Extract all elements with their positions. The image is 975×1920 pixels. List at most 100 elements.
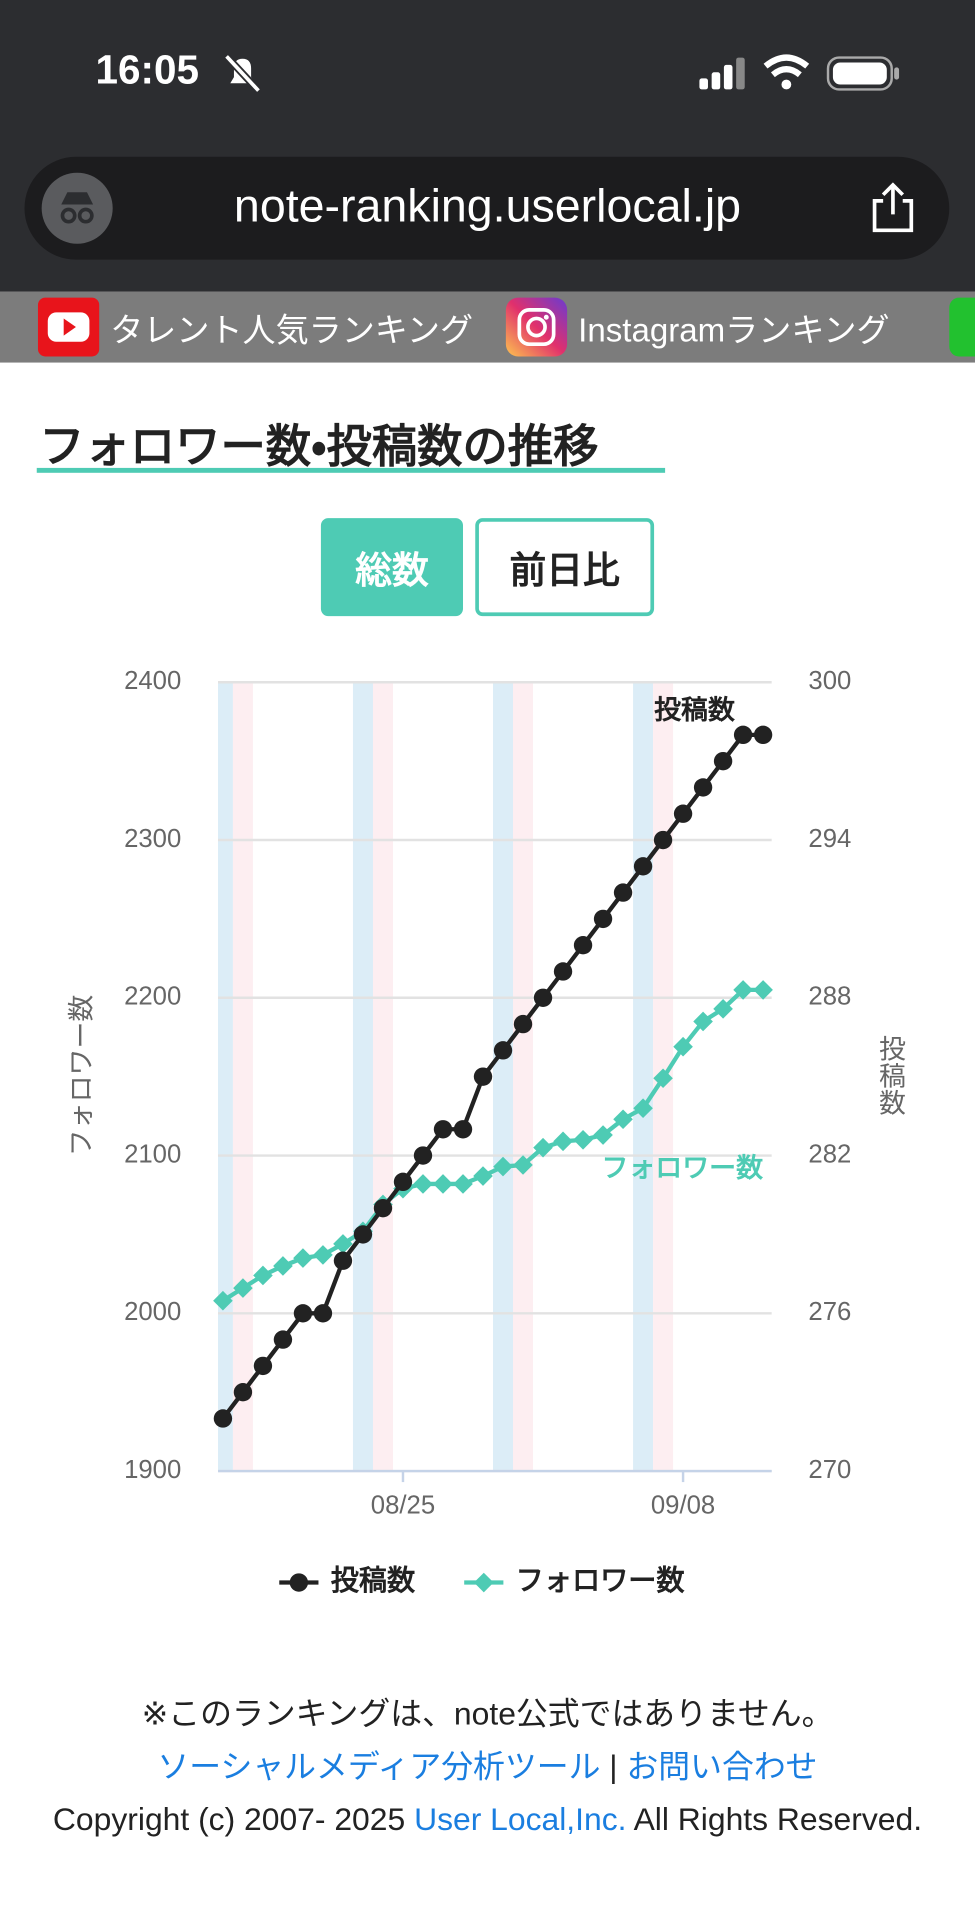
y-axis-label: フォロワー数: [66, 995, 96, 1157]
data-point: [673, 804, 693, 823]
rights-text: All Rights Reserved.: [633, 1800, 923, 1838]
data-point: [213, 1409, 233, 1428]
data-point: [433, 1120, 453, 1139]
data-point: [573, 936, 593, 955]
data-point: [233, 1383, 253, 1402]
y-tick-label: 2300: [124, 825, 181, 853]
data-point: [213, 1290, 233, 1311]
data-point: [513, 1014, 533, 1034]
total-button[interactable]: 総数: [320, 518, 464, 617]
data-point: [733, 725, 753, 745]
y-tick-label: 2100: [124, 1140, 181, 1168]
data-point: [533, 1137, 553, 1158]
y2-tick-label: 270: [808, 1456, 851, 1484]
data-point: [453, 1120, 473, 1139]
title-underline: [36, 467, 666, 473]
y2-tick-label: 282: [808, 1140, 851, 1168]
data-point: [513, 1155, 533, 1175]
weekend-band: [218, 682, 233, 1472]
y-tick-label: 1900: [124, 1456, 181, 1484]
tab-link[interactable]: Instagramランキング: [578, 312, 890, 350]
data-point: [573, 1129, 593, 1150]
data-point: [653, 830, 673, 850]
url-text[interactable]: note-ranking.userlocal.jp: [233, 181, 742, 233]
data-point: [413, 1146, 433, 1165]
series-annotation: フォロワー数: [601, 1153, 763, 1183]
company-link[interactable]: User Local,Inc.: [414, 1800, 627, 1838]
data-point: [373, 1198, 393, 1218]
weekend-band: [513, 682, 534, 1472]
x-tick-label: 08/25: [371, 1491, 435, 1519]
data-point: [273, 1256, 293, 1276]
data-point: [633, 1098, 653, 1119]
footer-link[interactable]: お問い合わせ: [626, 1747, 818, 1785]
tab-link[interactable]: タレント人気ランキング: [110, 312, 474, 350]
data-point: [533, 988, 553, 1007]
y2-tick-label: 276: [808, 1298, 851, 1326]
y2-tick-label: 300: [808, 667, 851, 695]
copyright-text: Copyright (c) 2007- 2025: [52, 1800, 406, 1838]
privacy-icon[interactable]: [40, 171, 113, 244]
legend-label: 投稿数: [331, 1564, 416, 1596]
legend-marker: [473, 1572, 494, 1593]
data-point: [553, 1131, 573, 1152]
instagram-icon[interactable]: [505, 296, 569, 357]
chart-plot: 1900 2000 2100 2200 2300 2400 270 276 282 288 294 3…: [66, 667, 905, 1596]
data-point: [333, 1251, 353, 1270]
series-annotation: 投稿数: [654, 695, 735, 725]
footer-link[interactable]: ソーシャルメディア分析ツール: [157, 1747, 601, 1785]
weekend-band: [372, 682, 393, 1472]
weekend-band: [493, 682, 514, 1472]
data-point: [633, 857, 653, 876]
data-point: [393, 1172, 413, 1192]
data-point: [433, 1174, 453, 1194]
data-point: [313, 1304, 333, 1323]
weekend-band: [352, 682, 373, 1472]
data-point: [693, 778, 713, 797]
ranking-tabs: [0, 291, 975, 363]
data-point: [273, 1330, 293, 1349]
footer-notice: ※このランキングは、note公式ではありません。: [141, 1695, 834, 1732]
x-tick-label: 09/08: [651, 1491, 715, 1519]
line-icon[interactable]: [948, 296, 975, 357]
section-title: フォロワー数・投稿数の推移: [39, 421, 599, 472]
address-bar[interactable]: [24, 156, 950, 260]
status-time: 16:05: [95, 46, 199, 92]
data-point: [253, 1265, 273, 1286]
youtube-icon[interactable]: [37, 296, 101, 357]
data-point: [673, 1036, 693, 1057]
data-point: [473, 1067, 493, 1086]
series-line: [221, 987, 764, 1303]
footer-links: ソーシャルメディア分析ツール | お問い合わせ: [37, 1741, 939, 1794]
y2-tick-label: 294: [808, 825, 851, 853]
daily-diff-button[interactable]: 前日比: [475, 518, 655, 617]
data-point: [313, 1245, 333, 1265]
data-point: [593, 909, 613, 929]
legend-label: フォロワー数: [516, 1564, 686, 1596]
data-point: [713, 751, 733, 771]
data-point: [493, 1041, 513, 1060]
data-point: [593, 1125, 613, 1145]
series-line: [221, 732, 764, 1420]
y-tick-label: 2000: [124, 1298, 181, 1326]
data-point: [233, 1278, 253, 1298]
data-point: [753, 725, 773, 745]
silent-icon: [223, 53, 262, 94]
data-point: [293, 1248, 313, 1268]
data-point: [653, 1068, 673, 1089]
data-point: [293, 1304, 313, 1323]
data-point: [333, 1234, 353, 1254]
data-point: [613, 1109, 633, 1130]
y-tick-label: 2400: [124, 667, 181, 695]
data-point: [473, 1166, 493, 1186]
data-point: [713, 999, 733, 1019]
data-point: [613, 883, 633, 902]
chart: 1900 2000 2100 2200 2300 2400 270 276 282 288 294 3…: [66, 667, 905, 1596]
data-point: [553, 962, 573, 981]
data-point: [493, 1156, 513, 1177]
data-point: [353, 1225, 373, 1244]
footer: ※このランキングは、note公式ではありません。 ソーシャルメディア分析ツール …: [37, 1688, 939, 1846]
share-icon[interactable]: [867, 181, 918, 235]
